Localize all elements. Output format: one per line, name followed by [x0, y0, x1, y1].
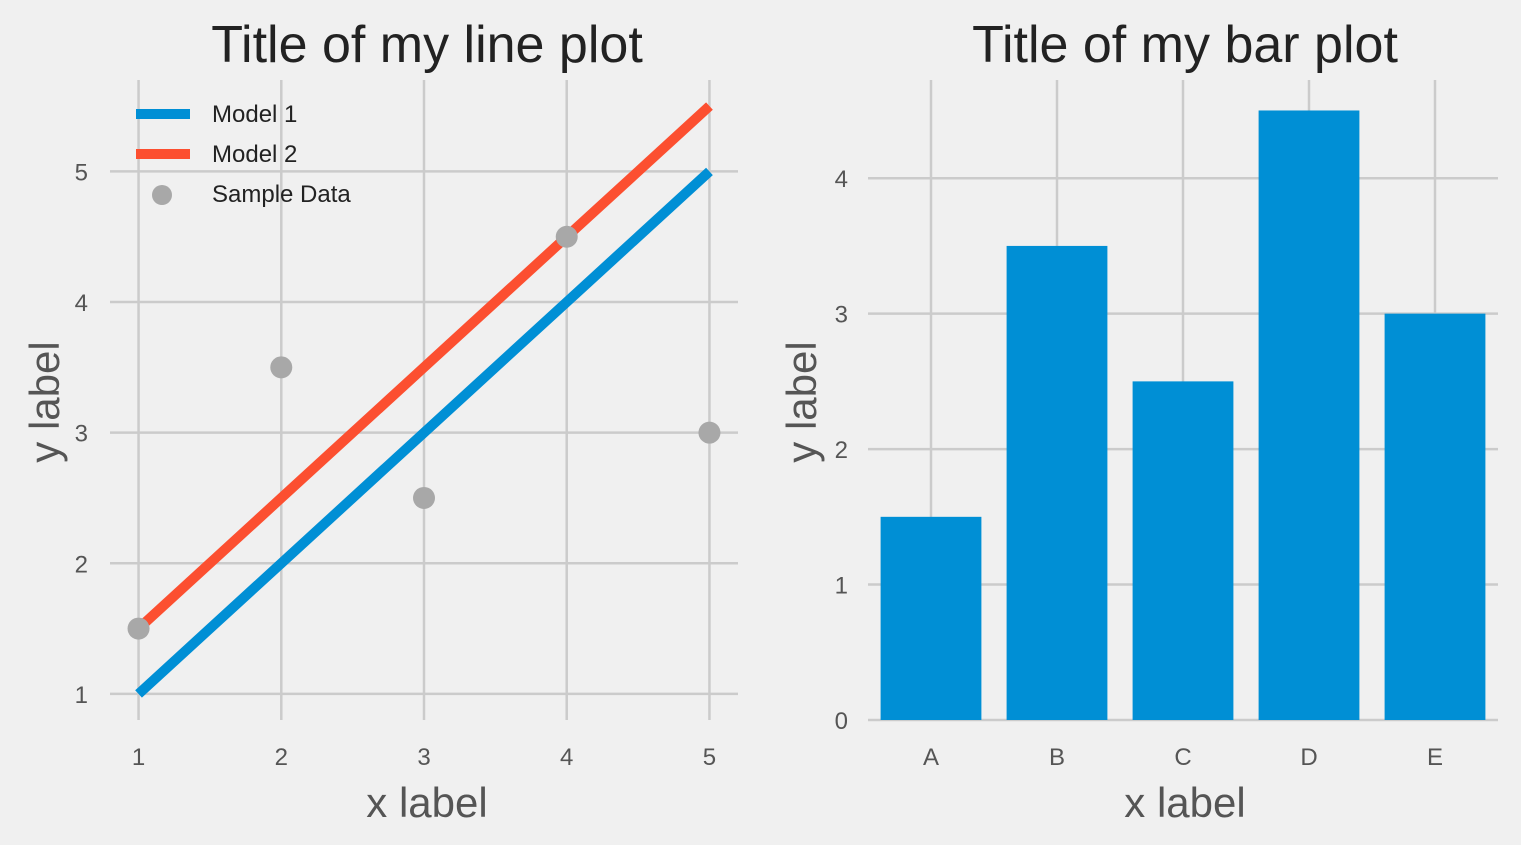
line-plot-y-tick-label: 4	[75, 290, 88, 317]
bar-plot-x-ticks: A B C D E	[923, 744, 1443, 771]
bar-c	[1132, 381, 1234, 720]
line-plot-x-tick-label: 4	[560, 744, 573, 771]
bar-plot-y-tick-label: 4	[835, 166, 848, 193]
line-plot-legend: Model 1 Model 2 Sample Data	[136, 101, 351, 208]
line-plot-x-tick-label: 5	[703, 744, 716, 771]
bar-plot-y-ticks: 0 1 2 3 4	[835, 166, 848, 735]
series-line-model-2	[135, 102, 713, 633]
line-plot-x-tick-label: 2	[275, 744, 288, 771]
bar-plot-x-tick-label: E	[1427, 744, 1443, 771]
bar-plot-x-tick-label: B	[1049, 744, 1065, 771]
line-plot-x-tick-label: 1	[132, 744, 145, 771]
line-plot-grid	[110, 80, 738, 720]
line-plot-y-tick-label: 5	[75, 159, 88, 186]
legend-swatch-sample-data	[152, 185, 172, 205]
bar-plot-y-tick-label: 0	[835, 708, 848, 735]
bar-plot-x-axis-label: x label	[1124, 779, 1245, 826]
bar-plot-y-axis-label: y label	[778, 341, 825, 462]
legend-label-model-1: Model 1	[212, 101, 297, 128]
scatter-point-sample-data	[555, 225, 578, 248]
line-plot-title: Title of my line plot	[211, 16, 643, 74]
bar-plot-x-tick-label: D	[1300, 744, 1317, 771]
bar-d	[1258, 110, 1360, 720]
bar-plot-marks	[880, 110, 1486, 721]
line-plot-x-ticks: 1 2 3 4 5	[132, 744, 716, 771]
bar-e	[1384, 313, 1486, 720]
bar-a	[880, 516, 982, 720]
bar-b	[1006, 245, 1108, 721]
line-plot-x-tick-label: 3	[417, 744, 430, 771]
line-plot-y-axis-label: y label	[21, 341, 68, 462]
line-plot-marks	[127, 102, 721, 698]
scatter-point-sample-data	[413, 486, 435, 509]
scatter-point-sample-data	[698, 421, 721, 444]
bar-plot-x-tick-label: A	[923, 744, 939, 771]
bar-plot-title: Title of my bar plot	[972, 16, 1398, 74]
line-plot-y-tick-label: 3	[75, 421, 88, 448]
scatter-point-sample-data	[270, 356, 293, 379]
line-plot-x-axis-label: x label	[366, 779, 487, 826]
line-plot-panel: 1 2 3 4 5 1 2 3 4 5 Title of my line plot x labe…	[21, 16, 738, 826]
series-line-model-1	[135, 167, 713, 698]
scatter-point-sample-data	[127, 617, 150, 640]
legend-label-sample-data: Sample Data	[212, 181, 351, 208]
bar-plot-x-tick-label: C	[1174, 744, 1191, 771]
legend-label-model-2: Model 2	[212, 141, 297, 168]
bar-plot-panel: A B C D E 0 1 2 3 4 Title of my bar plot x label…	[778, 16, 1498, 826]
line-plot-y-tick-label: 1	[75, 682, 88, 709]
line-plot-y-tick-label: 2	[75, 551, 88, 578]
bar-plot-y-tick-label: 3	[835, 302, 848, 329]
bar-plot-y-tick-label: 1	[835, 573, 848, 600]
bar-plot-y-tick-label: 2	[835, 437, 848, 464]
line-plot-y-ticks: 1 2 3 4 5	[75, 159, 88, 708]
